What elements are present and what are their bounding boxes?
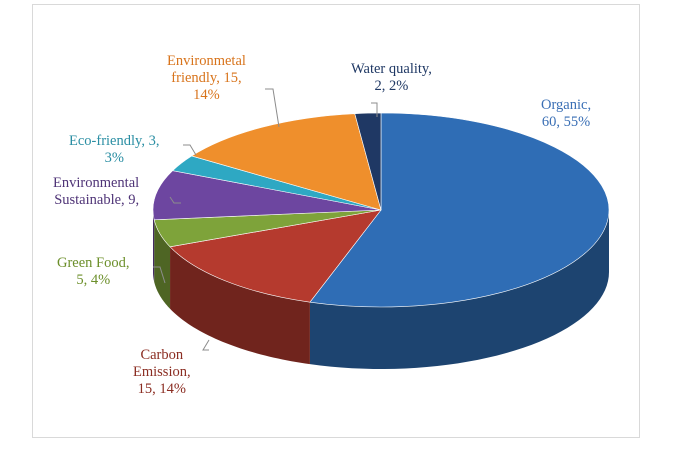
label-green-line1: Green Food, — [57, 255, 130, 271]
label-environmetal-friendly: Environmetal friendly, 15, 14% — [167, 53, 246, 104]
leader-line-envsus — [169, 196, 181, 204]
label-organic: Organic, 60, 55% — [541, 97, 591, 131]
label-envsus-line2: Sustainable, 9, — [54, 192, 140, 208]
label-green-food: Green Food, 5, 4% — [57, 255, 130, 289]
chart-frame: Organic, 60, 55% Carbon Emission, 15, 14… — [32, 4, 640, 438]
pie-side-carbon — [170, 246, 310, 365]
label-water-line1: Water quality, — [351, 61, 432, 77]
leader-line-eco — [183, 144, 197, 156]
pie-chart — [152, 88, 610, 369]
label-eco-line1: Eco-friendly, 3, — [69, 133, 160, 149]
label-carbon-line2: Emission, — [133, 364, 191, 380]
leader-line-water — [371, 102, 378, 117]
label-carbon-line1: Carbon — [140, 347, 184, 363]
pie-slice-carbon — [169, 209, 382, 303]
pie-side-organic — [309, 210, 609, 369]
leader-line-green — [153, 266, 166, 284]
leader-line-envfr — [265, 88, 280, 128]
leader-line-carbon — [202, 339, 210, 351]
label-envsus-line1: Environmental — [53, 175, 140, 191]
label-eco-line2: 3% — [104, 150, 124, 166]
label-envfr-line2: friendly, 15, — [171, 70, 242, 86]
label-envfr-line3: 14% — [193, 87, 220, 103]
label-organic-line1: Organic, — [541, 97, 592, 113]
label-envfr-line1: Environmetal — [167, 53, 246, 69]
label-eco-friendly: Eco-friendly, 3, 3% — [69, 133, 159, 167]
pie-slice-envfr — [190, 113, 382, 211]
label-environmental-sustainable: Environmental Sustainable, 9, — [53, 175, 139, 209]
label-water-line2: 2, 2% — [374, 78, 409, 94]
label-organic-line2: 60, 55% — [541, 114, 591, 130]
label-green-line2: 5, 4% — [76, 272, 111, 288]
pie-slice-water — [354, 112, 382, 211]
label-water-quality: Water quality, 2, 2% — [351, 61, 432, 95]
pie-slice-envsus — [152, 170, 382, 221]
pie-slice-organic — [309, 112, 610, 308]
label-carbon-line3: 15, 14% — [137, 381, 186, 397]
pie-side-green — [154, 219, 171, 309]
pie-side-envsus — [153, 210, 155, 282]
label-carbon-emission: Carbon Emission, 15, 14% — [133, 347, 191, 398]
